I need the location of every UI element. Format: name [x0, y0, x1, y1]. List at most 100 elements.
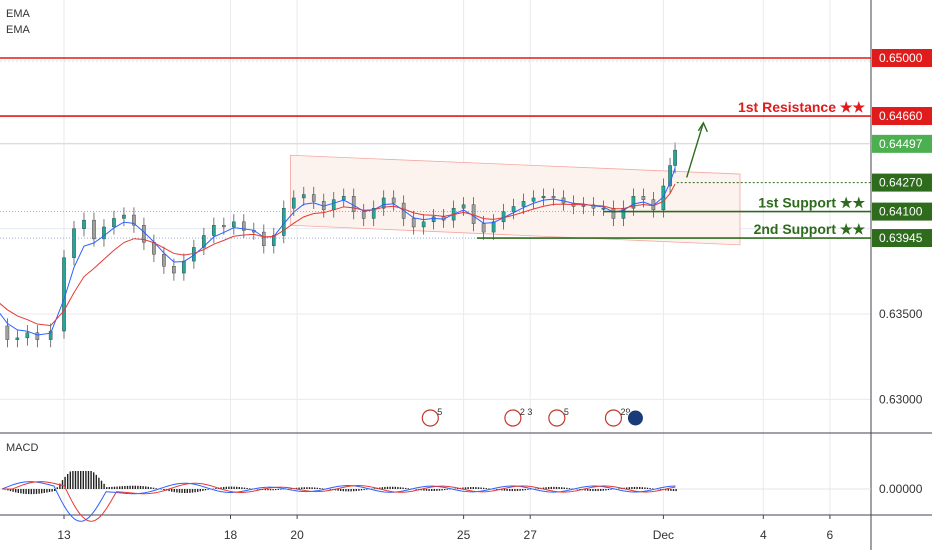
- macd-indicator-label[interactable]: MACD: [6, 442, 38, 454]
- macd-histogram-bar: [311, 487, 312, 489]
- macd-histogram-bar: [101, 481, 102, 489]
- macd-histogram-bar: [480, 487, 481, 489]
- macd-histogram-bar: [231, 487, 232, 489]
- macd-histogram-bar: [509, 489, 510, 491]
- macd-histogram-bar: [171, 489, 172, 492]
- candle-body: [92, 220, 95, 239]
- macd-histogram-bar: [444, 489, 445, 490]
- macd-histogram-bar: [298, 488, 299, 489]
- candle-body: [122, 215, 125, 218]
- macd-histogram-bar: [395, 487, 396, 489]
- macd-histogram-bar: [587, 489, 588, 491]
- macd-histogram-bar: [67, 474, 68, 489]
- macd-histogram-bar: [270, 489, 271, 490]
- macd-histogram-bar: [163, 489, 164, 490]
- macd-histogram-bar: [322, 488, 323, 489]
- macd-histogram-bar: [132, 486, 133, 489]
- macd-histogram-bar: [397, 487, 398, 489]
- macd-histogram-bar: [634, 487, 635, 489]
- macd-histogram-bar: [668, 489, 669, 491]
- macd-histogram-bar: [408, 488, 409, 489]
- macd-histogram-bar: [189, 489, 190, 493]
- candle-body: [602, 208, 605, 209]
- macd-zero-label: 0.00000: [879, 482, 923, 496]
- macd-histogram-bar: [361, 489, 362, 490]
- macd-histogram-bar: [62, 480, 63, 489]
- macd-histogram-bar: [415, 489, 416, 490]
- candle-body: [112, 218, 115, 227]
- macd-histogram-bar: [337, 489, 338, 491]
- candle-body: [352, 196, 355, 211]
- event-flag-icon: [505, 410, 521, 426]
- macd-histogram-bar: [176, 489, 177, 492]
- macd-histogram-bar: [202, 489, 203, 491]
- candle-body: [6, 326, 9, 340]
- macd-histogram-bar: [304, 487, 305, 489]
- macd-histogram-bar: [140, 486, 141, 489]
- macd-histogram-bar: [96, 475, 97, 489]
- macd-histogram-bar: [350, 489, 351, 491]
- macd-histogram-bar: [28, 489, 29, 494]
- macd-histogram-bar: [343, 489, 344, 491]
- ema-indicator-label-2[interactable]: EMA: [6, 24, 30, 36]
- macd-histogram-bar: [340, 489, 341, 491]
- macd-histogram-bar: [345, 489, 346, 491]
- event-flag-icon: [605, 410, 621, 426]
- macd-histogram-bar: [483, 488, 484, 489]
- macd-histogram-bar: [561, 487, 562, 489]
- macd-histogram-bar: [363, 489, 364, 490]
- macd-histogram-bar: [98, 478, 99, 489]
- macd-histogram-bar: [114, 487, 115, 489]
- candle-body: [642, 196, 645, 199]
- macd-histogram-bar: [181, 489, 182, 493]
- candle-body: [332, 200, 335, 210]
- macd-histogram-bar: [20, 489, 21, 493]
- y-tick-label: 0.63000: [879, 392, 923, 406]
- candle-body: [462, 205, 465, 208]
- price-tag-label: 0.64270: [879, 176, 923, 190]
- macd-histogram-bar: [116, 487, 117, 489]
- candle-body: [392, 198, 395, 203]
- ema-indicator-label-1[interactable]: EMA: [6, 8, 30, 20]
- macd-histogram-bar: [301, 487, 302, 489]
- macd-histogram-bar: [187, 489, 188, 493]
- macd-histogram-bar: [590, 489, 591, 491]
- price-tag-label: 0.64660: [879, 109, 923, 123]
- macd-histogram-bar: [38, 489, 39, 494]
- macd-histogram-bar: [566, 488, 567, 489]
- macd-histogram-bar: [239, 487, 240, 489]
- candle-body: [552, 196, 555, 198]
- macd-histogram-bar: [319, 488, 320, 489]
- macd-histogram-bar: [93, 472, 94, 489]
- macd-histogram-bar: [72, 471, 73, 489]
- macd-histogram-bar: [241, 487, 242, 489]
- candle-body: [542, 196, 545, 198]
- candle-body: [36, 333, 39, 340]
- candle-body: [232, 222, 235, 227]
- macd-histogram-bar: [673, 489, 674, 491]
- event-label: 5: [437, 407, 442, 417]
- candle-body: [482, 224, 485, 233]
- macd-histogram-bar: [647, 488, 648, 489]
- macd-histogram-bar: [595, 489, 596, 491]
- macd-histogram-bar: [85, 471, 86, 489]
- macd-histogram-bar: [233, 487, 234, 489]
- candle-body: [492, 222, 495, 232]
- macd-histogram-bar: [517, 489, 518, 491]
- macd-histogram-bar: [83, 471, 84, 489]
- macd-histogram-bar: [447, 489, 448, 490]
- candle-body: [312, 195, 315, 202]
- x-tick-label: Dec: [653, 528, 674, 542]
- macd-histogram-bar: [384, 487, 385, 489]
- macd-histogram-bar: [215, 488, 216, 489]
- price-tag-label: 0.64497: [879, 137, 923, 151]
- macd-histogram-bar: [25, 489, 26, 494]
- macd-histogram-bar: [603, 489, 604, 491]
- macd-histogram-bar: [514, 489, 515, 491]
- macd-histogram-bar: [400, 487, 401, 489]
- macd-histogram-bar: [486, 488, 487, 489]
- macd-histogram-bar: [135, 486, 136, 489]
- macd-histogram-bar: [228, 487, 229, 489]
- macd-histogram-bar: [267, 489, 268, 490]
